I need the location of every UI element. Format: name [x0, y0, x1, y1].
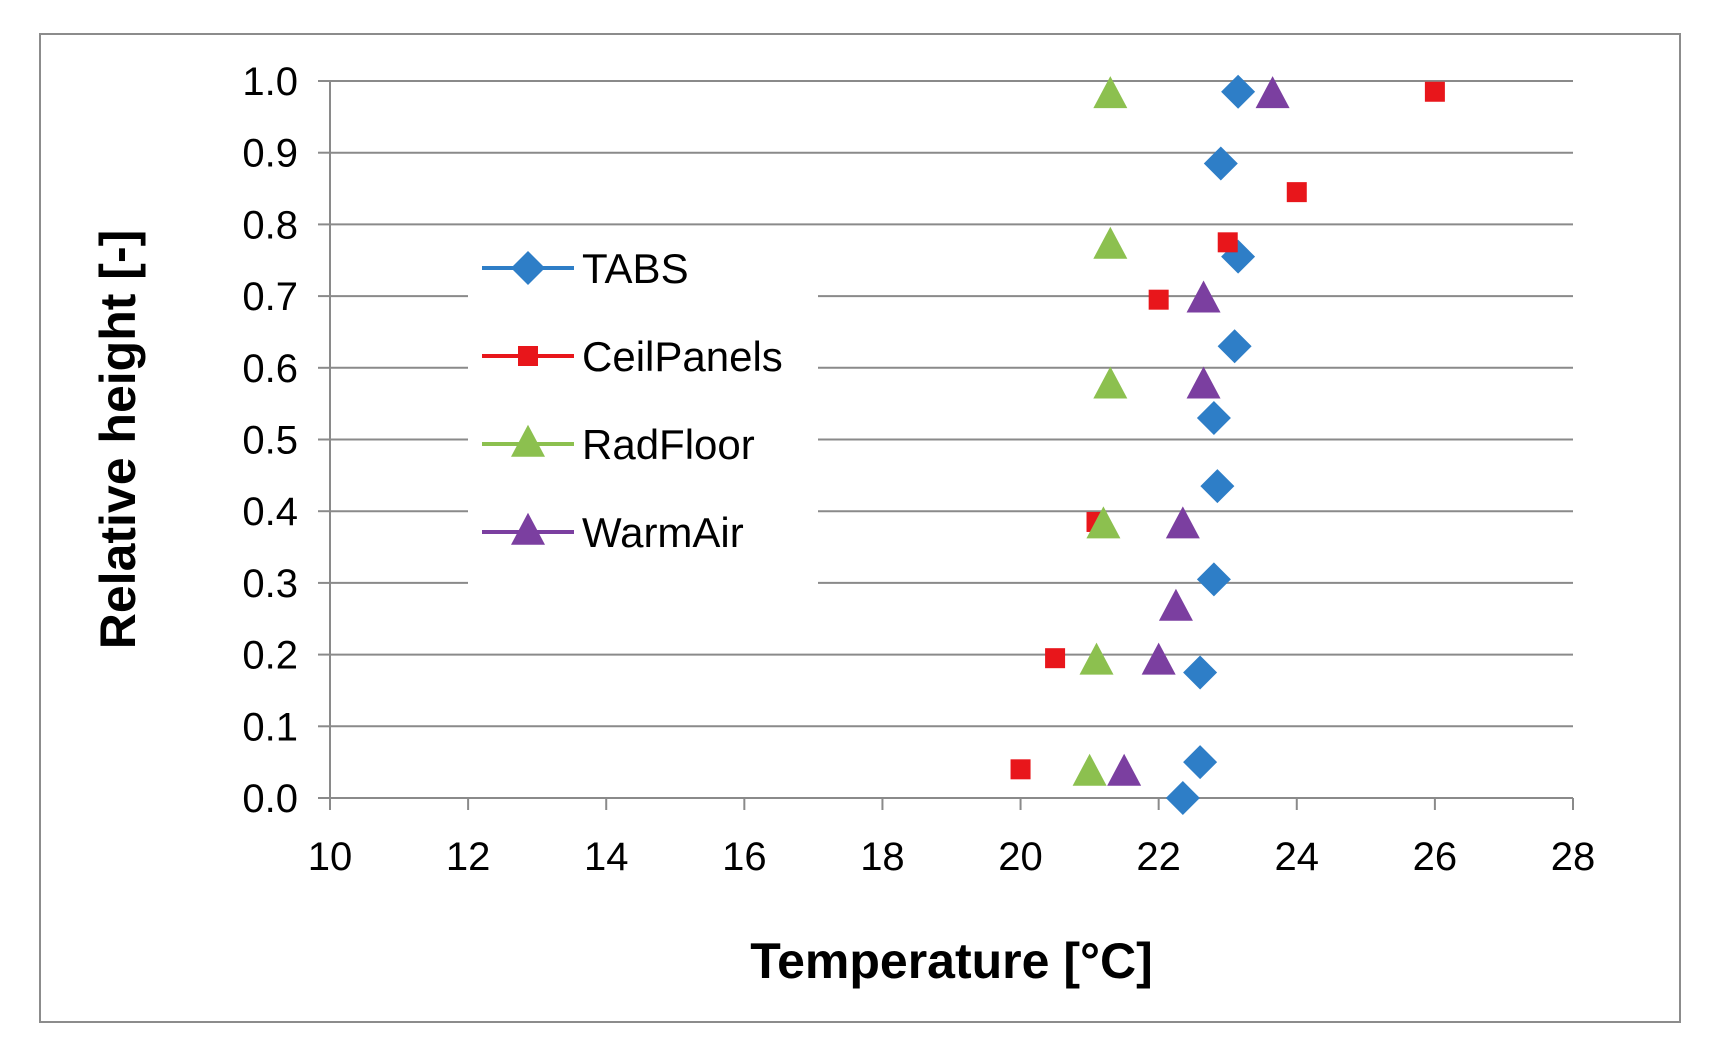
- data-point-ceilpanels: [1148, 289, 1169, 310]
- x-tick-label: 20: [998, 835, 1043, 879]
- data-point-tabs: [1183, 655, 1218, 690]
- y-tick-label: 0.8: [242, 203, 298, 247]
- x-axis-title: Temperature [°C]: [750, 933, 1152, 989]
- legend-item-ceilpanels: CeilPanels: [482, 333, 783, 380]
- y-tick-label: 0.5: [242, 419, 298, 463]
- data-point-warmair: [1141, 642, 1176, 675]
- data-point-tabs: [1221, 74, 1256, 109]
- data-point-tabs: [1200, 469, 1235, 504]
- data-point-tabs: [1221, 239, 1256, 274]
- data-point-ceilpanels: [1010, 759, 1031, 780]
- y-tick-label: 0.4: [242, 490, 298, 534]
- data-point-tabs: [1196, 562, 1231, 597]
- y-tick-label: 0.1: [242, 705, 298, 749]
- data-point-radfloor: [1093, 226, 1128, 259]
- legend-label: RadFloor: [582, 421, 755, 468]
- data-point-tabs: [1196, 400, 1231, 435]
- data-point-radfloor: [1093, 366, 1128, 399]
- legend-label: TABS: [582, 245, 689, 292]
- legend-marker-radfloor: [511, 424, 545, 457]
- data-point-warmair: [1186, 280, 1221, 313]
- x-tick-labels: 10 12 14 16 18 20 22 24 26 28: [308, 835, 1596, 879]
- x-tick-label: 22: [1136, 835, 1181, 879]
- data-point-warmair: [1255, 76, 1290, 109]
- y-tick-labels: 0.0 0.1 0.2 0.3 0.4 0.5 0.6 0.7 0.8 0.9 1.0: [242, 60, 298, 821]
- gridlines: [330, 80, 1573, 728]
- y-tick-label: 0.3: [242, 562, 298, 606]
- x-tick-label: 24: [1275, 835, 1320, 879]
- y-tick-label: 1.0: [242, 60, 298, 104]
- legend-marker-tabs: [511, 251, 545, 285]
- data-point-ceilpanels: [1045, 648, 1066, 669]
- y-tick-label: 0.9: [242, 132, 298, 176]
- x-tick-label: 26: [1413, 835, 1458, 879]
- legend-item-radfloor: RadFloor: [482, 421, 755, 468]
- legend-marker-ceilpanels: [518, 346, 538, 366]
- data-point-ceilpanels: [1424, 81, 1445, 102]
- legend: TABS CeilPanels RadFloor WarmAir: [482, 245, 783, 556]
- chart-frame: [39, 33, 1681, 1023]
- data-point-warmair: [1186, 366, 1221, 399]
- data-point-tabs: [1203, 146, 1238, 181]
- data-point-radfloor: [1086, 506, 1121, 539]
- legend-label: CeilPanels: [582, 333, 783, 380]
- data-point-ceilpanels: [1217, 232, 1238, 253]
- data-point-tabs: [1165, 781, 1200, 815]
- x-tick-label: 18: [860, 835, 905, 879]
- y-tick-label: 0.0: [242, 777, 298, 821]
- x-tick-label: 28: [1551, 835, 1596, 879]
- legend-item-warmair: WarmAir: [482, 509, 744, 556]
- data-point-radfloor: [1079, 642, 1114, 675]
- data-point-radfloor: [1072, 753, 1107, 786]
- y-tick-label: 0.6: [242, 347, 298, 391]
- x-tick-label: 10: [308, 835, 353, 879]
- data-point-tabs: [1217, 329, 1252, 364]
- y-tick-label: 0.7: [242, 275, 298, 319]
- axes: [318, 80, 1574, 810]
- legend-item-tabs: TABS: [482, 245, 689, 292]
- x-tick-label: 16: [722, 835, 767, 879]
- data-point-warmair: [1158, 588, 1193, 621]
- legend-label: WarmAir: [582, 509, 744, 556]
- y-axis-title: Relative height [-]: [90, 230, 146, 649]
- x-tick-label: 12: [446, 835, 491, 879]
- x-tick-label: 14: [584, 835, 629, 879]
- data-point-ceilpanels: [1286, 182, 1307, 203]
- data-point-warmair: [1165, 506, 1200, 539]
- data-markers: [1010, 74, 1445, 815]
- data-point-radfloor: [1093, 76, 1128, 109]
- data-point-tabs: [1183, 745, 1218, 780]
- data-point-warmair: [1107, 753, 1142, 786]
- y-tick-label: 0.2: [242, 634, 298, 678]
- legend-marker-warmair: [511, 512, 545, 545]
